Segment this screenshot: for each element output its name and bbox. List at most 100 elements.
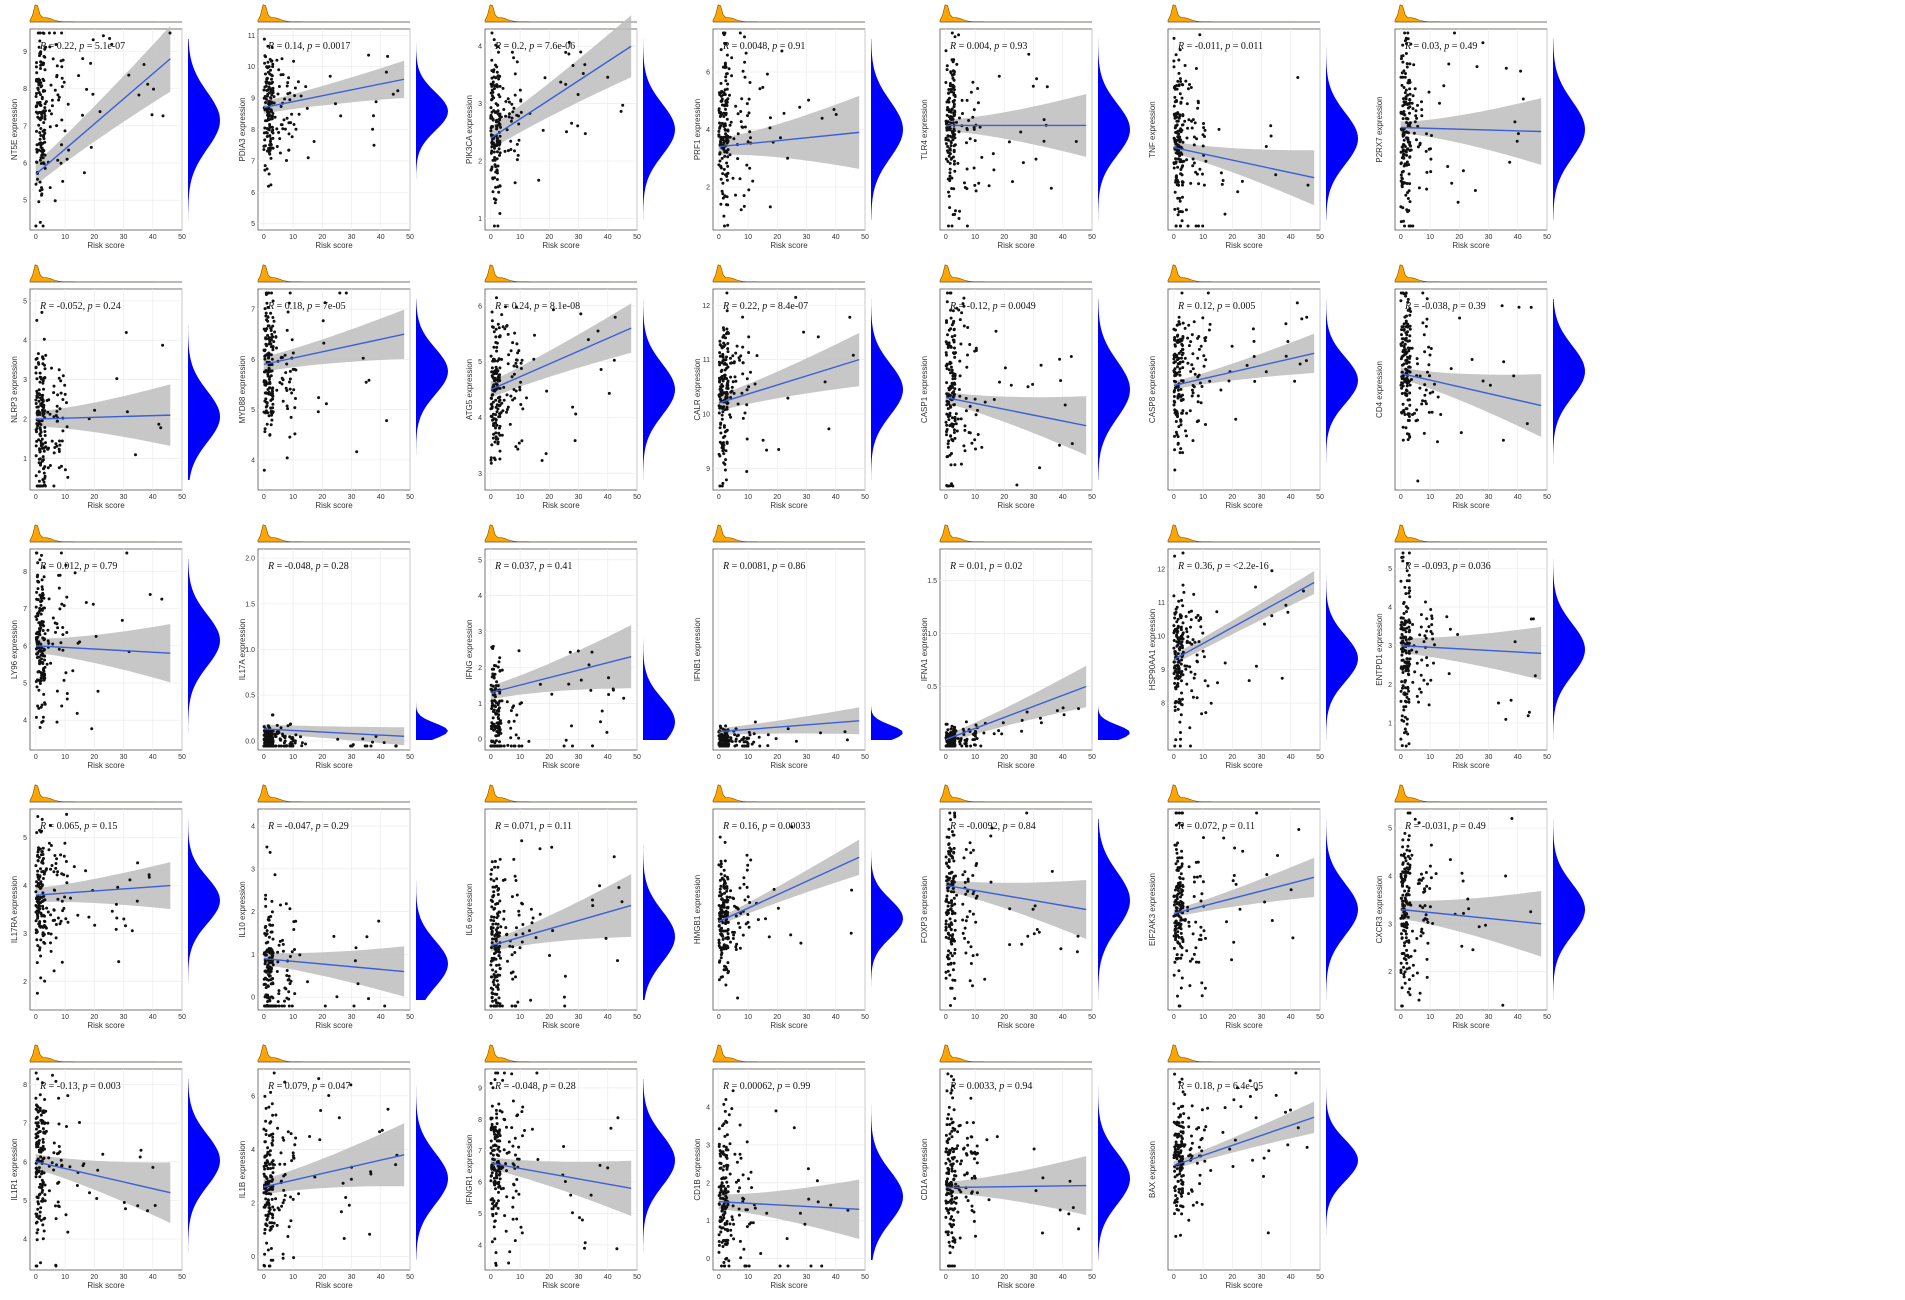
data-point: [1173, 208, 1176, 211]
data-point: [953, 112, 956, 115]
data-point: [1191, 158, 1194, 161]
data-point: [1298, 363, 1301, 366]
data-point: [1199, 345, 1202, 348]
data-point: [490, 355, 493, 358]
data-point: [1176, 166, 1179, 169]
data-point: [717, 130, 720, 133]
data-point: [41, 438, 44, 441]
data-point: [532, 358, 535, 361]
data-point: [1449, 628, 1452, 631]
data-point: [725, 118, 728, 121]
data-point: [1063, 713, 1066, 716]
data-point: [51, 643, 54, 646]
data-point: [267, 414, 270, 417]
data-point: [1186, 337, 1189, 340]
top-density: [258, 525, 410, 542]
data-point: [955, 121, 958, 124]
data-point: [765, 449, 768, 452]
data-point: [1416, 662, 1419, 665]
data-point: [514, 445, 517, 448]
data-point: [1179, 80, 1182, 83]
data-point: [504, 115, 507, 118]
data-point: [39, 221, 42, 224]
data-point: [36, 685, 39, 688]
data-point: [262, 97, 265, 100]
x-tick-label: 30: [575, 234, 583, 241]
data-point: [267, 393, 270, 396]
data-point: [965, 141, 968, 144]
data-point: [42, 79, 45, 82]
data-point: [279, 726, 282, 729]
data-point: [720, 446, 723, 449]
data-point: [971, 81, 974, 84]
data-point: [607, 693, 610, 696]
data-point: [1058, 358, 1061, 361]
data-point: [951, 32, 954, 35]
data-point: [738, 32, 741, 35]
data-point: [494, 335, 497, 338]
data-point: [1408, 574, 1411, 577]
data-point: [391, 93, 394, 96]
data-point: [1414, 87, 1417, 90]
data-point: [43, 472, 46, 475]
y-tick-label: 10: [1157, 634, 1165, 641]
data-point: [510, 103, 513, 106]
data-point: [263, 400, 266, 403]
x-axis-title: Risk score: [997, 241, 1035, 250]
data-point: [965, 366, 968, 369]
data-point: [1431, 411, 1434, 414]
data-point: [733, 375, 736, 378]
data-point: [263, 62, 266, 65]
data-point: [1178, 700, 1181, 703]
data-point: [745, 377, 748, 380]
y-tick-label: 7: [23, 123, 27, 130]
data-point: [1189, 745, 1192, 748]
data-point: [721, 482, 724, 485]
y-axis-title: ENTPD1 expression: [1375, 613, 1384, 685]
data-point: [740, 392, 743, 395]
data-point: [125, 552, 128, 555]
x-tick-label: 50: [861, 754, 869, 761]
data-point: [35, 161, 38, 164]
data-point: [37, 88, 40, 91]
data-point: [735, 345, 738, 348]
data-point: [1190, 120, 1193, 123]
data-point: [1501, 304, 1504, 307]
data-point: [490, 141, 493, 144]
data-point: [60, 32, 63, 35]
data-point: [1176, 365, 1179, 368]
data-point: [35, 430, 38, 433]
stats-annotation: R = 0.22, p = 5.1e-07: [39, 41, 125, 52]
data-point: [63, 81, 66, 84]
data-point: [1234, 418, 1237, 421]
data-point: [1176, 415, 1179, 418]
data-point: [1402, 344, 1405, 347]
data-point: [40, 912, 43, 915]
data-point: [1208, 380, 1211, 383]
data-point: [1424, 601, 1427, 604]
data-point: [262, 38, 265, 41]
data-point: [949, 454, 952, 457]
data-point: [271, 345, 274, 348]
x-tick-label: 20: [90, 754, 98, 761]
y-tick-label: 5: [478, 359, 482, 366]
data-point: [605, 731, 608, 734]
data-point: [748, 130, 751, 133]
data-point: [1402, 69, 1405, 72]
data-point: [570, 122, 573, 125]
x-tick-label: 0: [944, 234, 948, 241]
data-point: [823, 380, 826, 383]
data-point: [499, 135, 502, 138]
data-point: [1437, 396, 1440, 399]
data-point: [719, 398, 722, 401]
data-point: [1423, 432, 1426, 435]
data-point: [1416, 104, 1419, 107]
data-point: [768, 126, 771, 129]
data-point: [719, 111, 722, 114]
data-point: [734, 380, 737, 383]
x-tick-label: 50: [861, 494, 869, 501]
data-point: [717, 135, 720, 138]
data-point: [1400, 128, 1403, 131]
data-point: [35, 95, 38, 98]
